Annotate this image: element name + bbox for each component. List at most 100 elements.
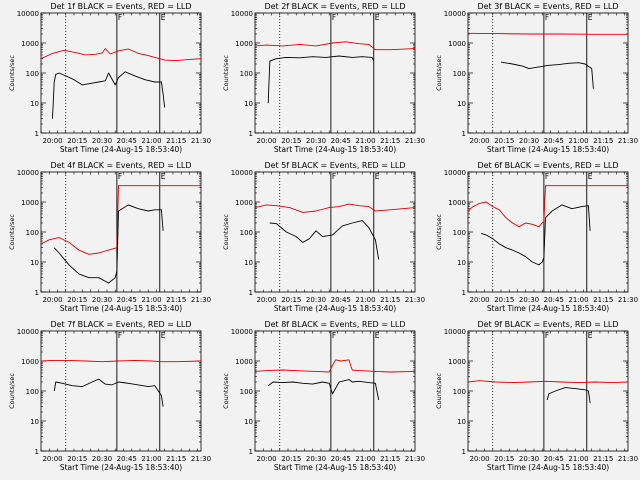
y-tick-label: 10000 [444, 10, 466, 18]
x-tick-label: 21:15 [166, 137, 186, 145]
y-tick-label: 1000 [448, 40, 466, 48]
y-tick-label: 1000 [235, 358, 253, 366]
events-series-line [267, 379, 380, 401]
y-tick-label: 10000 [444, 169, 466, 177]
x-tick-label: 20:45 [544, 296, 564, 304]
lld-series-line [254, 359, 416, 373]
y-tick-label: 10000 [17, 10, 39, 18]
panel-5f: Det 5f BLACK = Events, RED = LLD 1 10 100 10… [222, 161, 425, 313]
x-axis-label: Start Time (24-Aug-15 18:53:40) [487, 145, 609, 154]
panel-2f: Det 2f BLACK = Events, RED = LLD 1 10 100 10… [222, 2, 425, 154]
panel-title: Det 8f BLACK = Events, RED = LLD [264, 320, 405, 329]
x-tick-label: 20:00 [256, 137, 276, 145]
x-tick-label: 20:45 [117, 296, 137, 304]
x-axis-label: Start Time (24-Aug-15 18:53:40) [487, 463, 609, 472]
flag-label: F [118, 172, 122, 181]
x-tick-label: 20:45 [117, 455, 137, 463]
panel-title: Det 4f BLACK = Events, RED = LLD [50, 161, 191, 170]
panel-7f: Det 7f BLACK = Events, RED = LLD 1 10 100 10… [8, 320, 211, 472]
y-axis-label: Counts/sec [435, 373, 443, 409]
flag-label: F [332, 13, 336, 22]
events-series-line [52, 71, 166, 119]
panel-title: Det 6f BLACK = Events, RED = LLD [477, 161, 618, 170]
panel-8f: Det 8f BLACK = Events, RED = LLD 1 10 100 10… [222, 320, 425, 472]
x-tick-label: 20:30 [92, 296, 112, 304]
x-tick-label: 20:30 [519, 137, 539, 145]
x-tick-label: 20:45 [331, 296, 351, 304]
x-tick-label: 20:45 [331, 137, 351, 145]
x-tick-label: 20:00 [42, 137, 62, 145]
x-tick-label: 21:30 [618, 296, 638, 304]
x-tick-label: 20:30 [306, 137, 326, 145]
flag-label: E [375, 13, 380, 22]
events-series-line [267, 55, 375, 104]
y-tick-label: 1 [249, 289, 253, 297]
x-tick-label: 20:00 [42, 296, 62, 304]
flag-label: E [588, 172, 593, 181]
x-tick-label: 21:30 [191, 137, 211, 145]
y-tick-label: 1 [35, 130, 39, 138]
y-axis-label: Counts/sec [222, 373, 230, 409]
y-tick-label: 10000 [17, 328, 39, 336]
panel-title: Det 1f BLACK = Events, RED = LLD [50, 2, 191, 11]
x-tick-label: 20:15 [494, 137, 514, 145]
y-tick-label: 1000 [448, 358, 466, 366]
panel-title: Det 7f BLACK = Events, RED = LLD [50, 320, 191, 329]
lld-series-line [40, 359, 202, 363]
y-tick-label: 1 [249, 130, 253, 138]
y-tick-label: 1 [462, 448, 466, 456]
flag-label: E [161, 13, 166, 22]
events-series-line [481, 204, 591, 266]
x-tick-label: 21:15 [593, 455, 613, 463]
x-tick-label: 21:30 [405, 137, 425, 145]
x-tick-label: 20:15 [494, 455, 514, 463]
x-tick-label: 20:45 [117, 137, 137, 145]
x-tick-label: 20:30 [92, 455, 112, 463]
x-tick-label: 21:30 [191, 455, 211, 463]
flag-label: F [545, 331, 549, 340]
x-tick-label: 21:15 [166, 455, 186, 463]
y-tick-label: 100 [26, 229, 39, 237]
x-axis-label: Start Time (24-Aug-15 18:53:40) [274, 145, 396, 154]
x-axis-label: Start Time (24-Aug-15 18:53:40) [60, 304, 182, 313]
x-axis-label: Start Time (24-Aug-15 18:53:40) [60, 463, 182, 472]
flag-label: F [118, 13, 122, 22]
x-tick-label: 21:00 [355, 296, 375, 304]
flag-label: E [588, 13, 593, 22]
y-tick-label: 10 [457, 418, 466, 426]
x-tick-label: 20:15 [281, 137, 301, 145]
x-tick-label: 21:00 [355, 455, 375, 463]
panel-6f: Det 6f BLACK = Events, RED = LLD 1 10 100 10… [435, 161, 638, 313]
y-tick-label: 10000 [231, 328, 253, 336]
x-tick-label: 20:15 [67, 137, 87, 145]
y-tick-label: 10 [30, 259, 39, 267]
x-tick-label: 21:15 [593, 296, 613, 304]
y-tick-label: 100 [240, 70, 253, 78]
lld-series-line [40, 185, 201, 255]
x-axis-label: Start Time (24-Aug-15 18:53:40) [60, 145, 182, 154]
x-tick-label: 20:30 [519, 455, 539, 463]
x-tick-label: 21:15 [380, 296, 400, 304]
lld-series-line [40, 48, 202, 62]
flag-label: F [545, 13, 549, 22]
y-axis-label: Counts/sec [8, 214, 16, 250]
x-tick-label: 21:30 [191, 296, 211, 304]
events-series-line [500, 61, 594, 89]
y-axis-label: Counts/sec [435, 55, 443, 91]
panel-1f: Det 1f BLACK = Events, RED = LLD 1 10 100 10… [8, 2, 211, 154]
y-tick-label: 10 [457, 100, 466, 108]
lld-series-line [467, 185, 628, 228]
y-tick-label: 1 [462, 130, 466, 138]
y-tick-label: 10 [244, 259, 253, 267]
x-tick-label: 21:00 [568, 455, 588, 463]
x-tick-label: 20:30 [92, 137, 112, 145]
flag-label: E [375, 331, 380, 340]
x-tick-label: 21:30 [405, 296, 425, 304]
events-series-line [269, 220, 380, 260]
x-tick-label: 21:15 [593, 137, 613, 145]
y-tick-label: 1 [35, 289, 39, 297]
x-tick-label: 20:15 [67, 296, 87, 304]
y-tick-label: 100 [26, 70, 39, 78]
x-tick-label: 21:15 [166, 296, 186, 304]
panel-3f: Det 3f BLACK = Events, RED = LLD 1 10 100 10… [435, 2, 638, 154]
